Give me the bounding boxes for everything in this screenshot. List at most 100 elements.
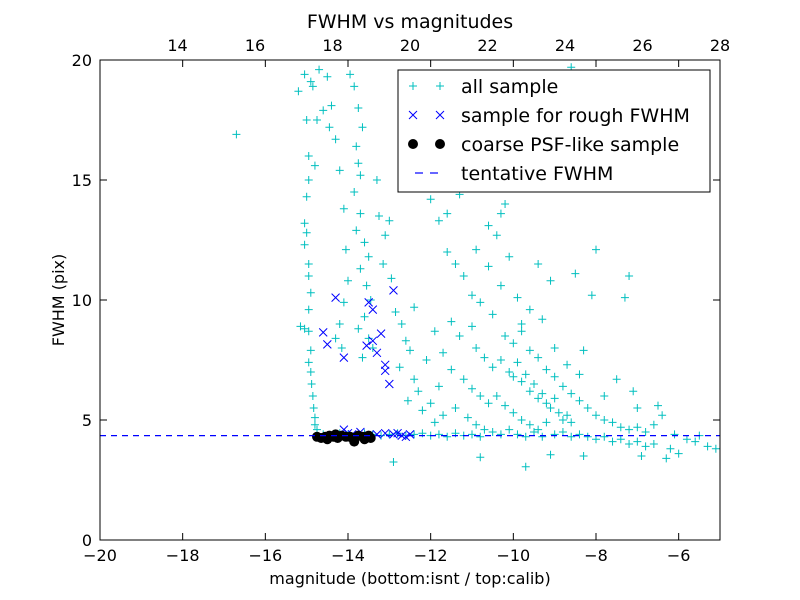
data-point [451,260,460,268]
data-point [372,348,382,358]
data-point [307,380,316,388]
data-point [358,123,367,132]
legend-entry: all sample [409,76,558,98]
legend-entry: sample for rough FWHM [408,105,690,127]
data-point [530,428,538,436]
y-tick-label: 5 [82,411,92,430]
data-point [575,396,584,405]
data-point [300,240,309,249]
data-point [525,387,534,396]
data-point [354,324,363,333]
data-point [360,238,369,247]
data-point [304,176,313,184]
data-point [691,437,700,446]
legend-label: coarse PSF-like sample [461,134,679,156]
data-point [375,212,383,220]
data-point [354,104,363,112]
data-point [558,428,567,436]
data-point [587,291,596,300]
data-point [505,252,514,261]
data-point [327,101,336,110]
data-point [302,116,311,124]
data-point [554,408,563,417]
data-point [641,428,650,436]
y-tick-label: 15 [72,171,92,190]
y-tick-label: 10 [72,291,92,310]
legend-label: tentative FWHM [461,163,613,185]
data-point [616,423,625,432]
data-point [304,305,313,314]
data-point [641,442,650,451]
data-point [649,420,658,429]
data-point [633,404,642,412]
data-point [472,420,481,429]
data-point [583,432,592,441]
data-point [360,312,369,321]
plot-clip-group [100,63,720,471]
data-point [546,404,555,412]
data-point [364,298,374,307]
data-point [362,281,371,290]
legend-label: sample for rough FWHM [461,105,690,127]
data-point [306,288,315,297]
legend-swatch [408,110,418,120]
data-point [629,387,638,396]
data-point [654,401,662,410]
data-point [662,454,671,463]
data-point [612,375,621,384]
data-point [426,195,435,204]
top-tick-label: 14 [167,36,187,55]
data-point [300,219,309,228]
data-point [674,449,683,458]
x-tick-label: −10 [496,546,530,565]
data-point [513,293,522,302]
data-point [331,293,340,302]
data-point [319,106,328,115]
data-point [430,418,439,427]
chart-title: FWHM vs magnitudes [307,11,513,33]
data-point [302,228,311,237]
data-point [517,377,526,386]
data-point [608,418,617,427]
data-point [505,368,514,376]
legend-swatch [436,82,444,90]
data-point [397,320,406,328]
x-tick-label: −16 [248,546,282,565]
data-point [410,375,419,384]
data-point [335,320,344,328]
data-point [349,436,360,447]
data-point [488,363,497,372]
data-point [563,360,572,369]
data-point [401,432,411,442]
data-point [625,440,634,448]
data-point [476,392,485,400]
data-point [294,87,303,96]
data-point [434,216,443,225]
data-point [625,425,634,434]
data-point [496,209,505,218]
data-point [542,365,551,374]
data-point [358,353,367,362]
data-point [633,423,642,432]
data-point [354,159,363,168]
top-tick-label: 24 [555,36,575,55]
data-point [372,176,381,184]
data-point [711,444,720,453]
data-point [346,70,355,79]
data-point [335,166,344,175]
data-point [300,70,309,79]
data-point [426,399,435,408]
data-point [308,392,317,400]
data-point [567,389,576,398]
data-point [395,363,404,372]
data-point [339,204,348,213]
data-point [488,310,497,319]
data-point [521,370,530,379]
data-point [579,346,588,355]
data-point [304,358,313,367]
data-point [451,404,460,412]
data-point [422,356,431,364]
data-point [534,353,543,362]
top-tick-label: 18 [322,36,342,55]
data-point [362,341,371,350]
